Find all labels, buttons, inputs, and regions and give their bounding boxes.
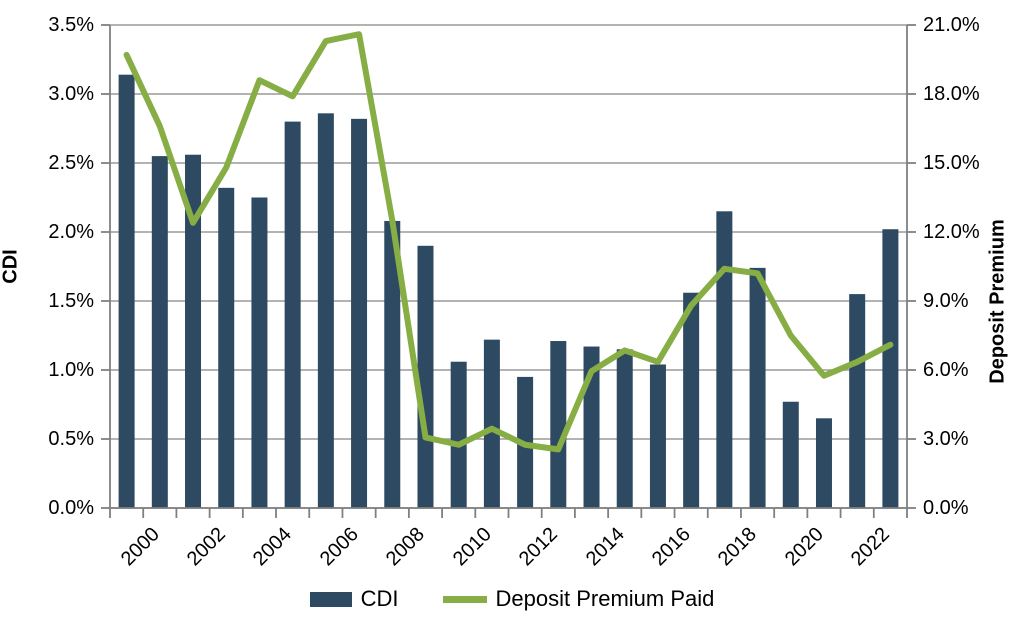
y-axis-left-tick-label: 2.0% <box>48 221 94 243</box>
y-axis-right-tick-label: 21.0% <box>923 14 980 36</box>
bar <box>550 341 567 508</box>
bar <box>251 197 268 508</box>
bar-series-cdi <box>118 74 899 509</box>
gridlines <box>110 24 907 509</box>
y-axis-right-tick-label: 18.0% <box>923 83 980 105</box>
bar <box>218 187 235 508</box>
bar <box>118 74 135 509</box>
bar <box>849 294 866 508</box>
bar <box>649 364 666 508</box>
y-axis-right-tick-label: 0.0% <box>923 497 969 519</box>
bar <box>782 401 799 508</box>
y-axis-right-tick-label: 6.0% <box>923 359 969 381</box>
y-axis-left-tick-label: 3.0% <box>48 83 94 105</box>
y-axis-right-tick-label: 12.0% <box>923 221 980 243</box>
y-axis-right-tick-label: 15.0% <box>923 152 980 174</box>
y-axis-left-tick-label: 0.5% <box>48 428 94 450</box>
bar <box>882 229 899 509</box>
legend-swatch-bar-icon <box>309 591 352 607</box>
bar <box>749 267 766 508</box>
bar <box>417 245 434 509</box>
y-axis-left-tick-label: 0.0% <box>48 497 94 519</box>
bar <box>284 121 301 508</box>
y-axis-left-tick-label: 2.5% <box>48 152 94 174</box>
legend-entry-cdi: CDI <box>309 586 399 611</box>
bar <box>683 292 700 508</box>
legend-swatch-line-icon <box>442 595 487 603</box>
bar <box>716 211 733 509</box>
bar <box>483 339 500 508</box>
chart-legend: CDI Deposit Premium Paid <box>0 588 1024 610</box>
bar <box>384 220 401 508</box>
axis-tick-marks <box>101 24 916 518</box>
bar <box>185 154 202 508</box>
y-axis-right-tick-label: 9.0% <box>923 290 969 312</box>
y-axis-left-tick-label: 1.5% <box>48 290 94 312</box>
bar <box>317 113 334 508</box>
bar <box>815 418 832 508</box>
bar <box>151 156 168 508</box>
y-axis-left-tick-label: 3.5% <box>48 14 94 36</box>
y-axis-left-tick-label: 1.0% <box>48 359 94 381</box>
legend-label-cdi: CDI <box>360 586 399 611</box>
bar <box>351 118 368 508</box>
bar <box>616 349 633 508</box>
y-axis-right-tick-label: 3.0% <box>923 428 969 450</box>
legend-label-deposit-premium-paid: Deposit Premium Paid <box>495 586 715 611</box>
line-series-deposit-premium-paid <box>123 31 894 453</box>
legend-entry-deposit-premium-paid: Deposit Premium Paid <box>442 586 715 611</box>
bar <box>450 361 467 508</box>
